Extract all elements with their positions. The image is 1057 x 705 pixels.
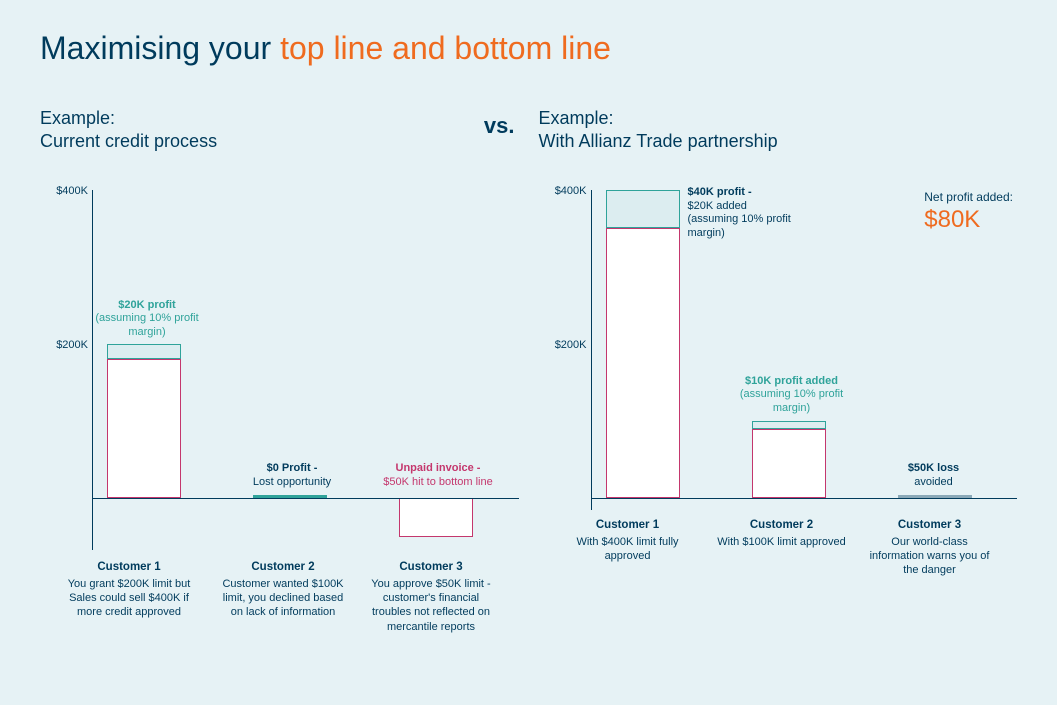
c1-annot: $20K profit (assuming 10% profit margin) xyxy=(87,299,207,340)
c2-name: Customer 2 xyxy=(218,560,348,575)
c3-text: You approve $50K limit - customer's fina… xyxy=(366,577,496,634)
rc2-annot-sub: (assuming 10% profit margin) xyxy=(732,388,852,416)
right-subtitle: Example: With Allianz Trade partnership xyxy=(539,107,1018,154)
right-column: Example: With Allianz Trade partnership … xyxy=(539,107,1018,650)
c2-annot: $0 Profit - Lost opportunity xyxy=(237,462,347,490)
rc2-revenue-bar xyxy=(752,429,826,498)
rc1-annot-sub: $20K added (assuming 10% profit margin) xyxy=(688,200,798,241)
rc2-desc: Customer 2 With $100K limit approved xyxy=(717,518,847,549)
c1-text: You grant $200K limit but Sales could se… xyxy=(64,577,194,620)
r-ytick-400: $400K xyxy=(555,185,587,197)
c1-name: Customer 1 xyxy=(64,560,194,575)
page-title: Maximising your top line and bottom line xyxy=(40,30,1017,67)
rc1-name: Customer 1 xyxy=(563,518,693,533)
rc3-annot: $50K loss avoided xyxy=(884,462,984,490)
c3-annot-title: Unpaid invoice - xyxy=(383,462,493,476)
columns: vs. Example: Current credit process $400… xyxy=(40,107,1017,650)
left-plot: $20K profit (assuming 10% profit margin)… xyxy=(92,190,519,550)
rc3-text: Our world-class information warns you of… xyxy=(865,535,995,578)
c3-desc: Customer 3 You approve $50K limit - cust… xyxy=(366,560,496,634)
c2-annot-title: $0 Profit - xyxy=(237,462,347,476)
c1-profit-bar xyxy=(107,344,181,359)
title-part1: Maximising your xyxy=(40,30,280,66)
c3-annot-sub: $50K hit to bottom line xyxy=(383,476,493,490)
c1-revenue-bar xyxy=(107,359,181,498)
rc3-annot-title: $50K loss xyxy=(884,462,984,476)
rc2-annot-title: $10K profit added xyxy=(732,375,852,389)
rc3-desc: Customer 3 Our world-class information w… xyxy=(865,518,995,578)
right-plot: $40K profit - $20K added (assuming 10% p… xyxy=(591,190,1018,510)
title-part2: top line and bottom line xyxy=(280,30,611,66)
zero-line xyxy=(93,498,519,499)
c3-annot: Unpaid invoice - $50K hit to bottom line xyxy=(383,462,493,490)
rc2-name: Customer 2 xyxy=(717,518,847,533)
left-chart: $400K $200K $20K profit (assuming 10% pr… xyxy=(40,190,519,650)
left-subtitle: Example: Current credit process xyxy=(40,107,519,154)
rc1-profit-bar xyxy=(606,190,680,228)
c2-annot-sub: Lost opportunity xyxy=(237,476,347,490)
c1-desc: Customer 1 You grant $200K limit but Sal… xyxy=(64,560,194,620)
left-column: Example: Current credit process $400K $2… xyxy=(40,107,519,650)
ytick-200: $200K xyxy=(56,339,88,351)
c2-desc: Customer 2 Customer wanted $100K limit, … xyxy=(218,560,348,620)
rc1-desc: Customer 1 With $400K limit fully approv… xyxy=(563,518,693,564)
rc1-annot-title: $40K profit - xyxy=(688,186,798,200)
rc1-text: With $400K limit fully approved xyxy=(563,535,693,564)
rc2-annot: $10K profit added (assuming 10% profit m… xyxy=(732,375,852,416)
rc1-revenue-bar xyxy=(606,228,680,498)
rc3-annot-sub: avoided xyxy=(884,476,984,490)
ytick-400: $400K xyxy=(56,185,88,197)
right-chart: $400K $200K Net profit added: $80K $40K … xyxy=(539,190,1018,650)
rc1-annot: $40K profit - $20K added (assuming 10% p… xyxy=(688,186,798,241)
r-ytick-200: $200K xyxy=(555,339,587,351)
c2-text: Customer wanted $100K limit, you decline… xyxy=(218,577,348,620)
c1-annot-sub: (assuming 10% profit margin) xyxy=(87,312,207,340)
rc2-profit-bar xyxy=(752,421,826,429)
rc2-text: With $100K limit approved xyxy=(717,535,847,549)
c3-loss-bar xyxy=(399,498,473,537)
rc3-name: Customer 3 xyxy=(865,518,995,533)
c3-name: Customer 3 xyxy=(366,560,496,575)
r-zero-line xyxy=(592,498,1018,499)
c1-annot-title: $20K profit xyxy=(87,299,207,313)
page: Maximising your top line and bottom line… xyxy=(0,0,1057,670)
